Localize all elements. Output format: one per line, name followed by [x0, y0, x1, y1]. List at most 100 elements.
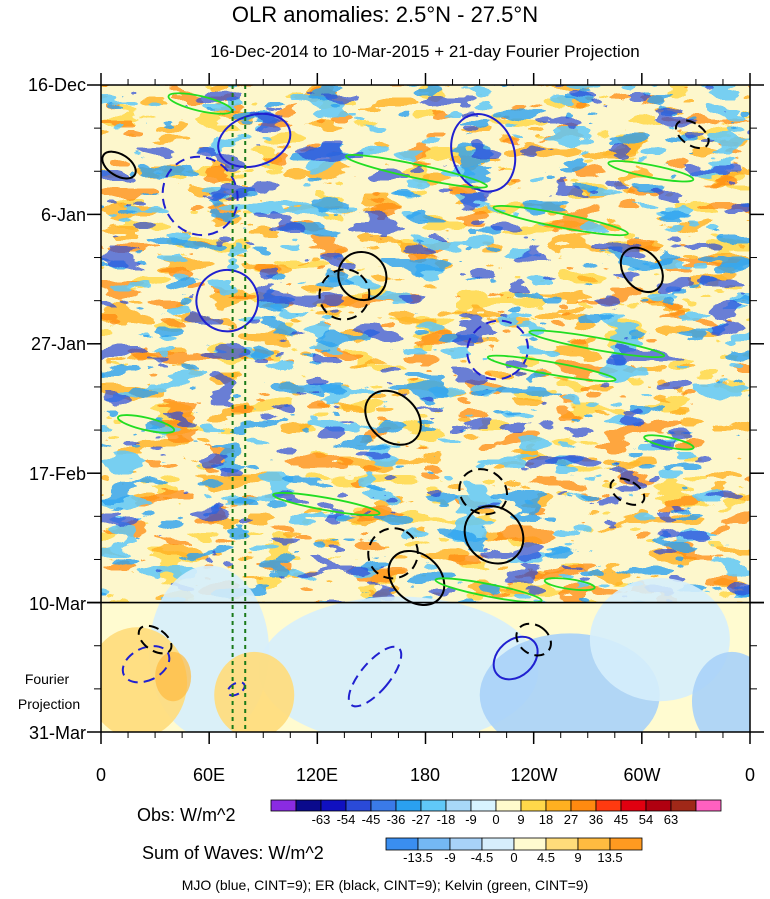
- colorbar-tick-label: 9: [574, 850, 581, 865]
- colorbar-swatch: [345, 799, 372, 812]
- x-tick-label: 120E: [296, 765, 338, 785]
- chart-title: OLR anomalies: 2.5°N - 27.5°N: [232, 2, 538, 27]
- y-tick-label: 6-Jan: [41, 205, 86, 225]
- colorbar-swatch: [645, 799, 672, 812]
- kelvin-contour: [272, 491, 381, 517]
- mjo-contour: [217, 112, 292, 169]
- colorbar-swatch: [620, 799, 647, 812]
- kelvin-contour: [528, 329, 666, 359]
- colorbar-swatch: [495, 799, 522, 812]
- obs-colorbar: -63 -54 -45 -36 -27 -18 -9 0 9 18 27 36 45 54 63: [270, 799, 722, 827]
- colorbar-tick-label: 36: [589, 812, 603, 827]
- colorbar-swatch: [513, 837, 547, 851]
- kelvin-contour: [643, 434, 695, 451]
- colorbar-swatch: [445, 799, 472, 812]
- colorbar-swatch: [595, 799, 622, 812]
- colorbar-tick-label: 63: [664, 812, 678, 827]
- y-tick-label: 31-Mar: [29, 723, 86, 743]
- x-tick-label: 0: [96, 765, 106, 785]
- colorbar-swatch: [695, 799, 722, 812]
- mjo-contour: [121, 645, 171, 684]
- mjo-contour: [226, 681, 246, 697]
- er-contour: [463, 505, 525, 565]
- colorbar-swatch: [417, 837, 451, 851]
- er-contour: [387, 549, 446, 606]
- er-contour: [101, 150, 137, 180]
- er-contour: [609, 477, 646, 506]
- colorbar-swatch: [670, 799, 697, 812]
- kelvin-contour: [345, 153, 488, 189]
- colorbar-tick-label: -18: [437, 812, 456, 827]
- er-contour: [318, 268, 371, 321]
- colorbar-swatch: [481, 837, 515, 851]
- obs-colorbar-label: Obs: W/m^2: [137, 805, 235, 825]
- colorbar-tick-label: -9: [444, 850, 456, 865]
- plot-area: [101, 85, 750, 732]
- colorbar-tick-label: -45: [362, 812, 381, 827]
- projection-label: Fourier: [25, 671, 70, 687]
- colorbar-tick-label: -9: [465, 812, 477, 827]
- x-tick-label: 60W: [623, 765, 660, 785]
- colorbar-tick-label: 45: [614, 812, 628, 827]
- kelvin-contour: [486, 354, 617, 383]
- colorbar-tick-label: -36: [387, 812, 406, 827]
- colorbar-tick-label: -63: [312, 812, 331, 827]
- kelvin-contour: [434, 577, 543, 604]
- y-tick-label: 16-Dec: [28, 75, 86, 95]
- colorbar-swatch: [570, 799, 597, 812]
- colorbar-swatch: [545, 799, 572, 812]
- mjo-contour: [492, 635, 539, 681]
- contour-lines: [101, 92, 710, 708]
- mjo-contour: [466, 319, 529, 381]
- kelvin-contour: [607, 160, 695, 183]
- colorbar-swatch: [395, 799, 422, 812]
- x-tick-label: 180: [410, 765, 440, 785]
- colorbar-tick-label: 18: [539, 812, 553, 827]
- colorbar-swatch: [470, 799, 497, 812]
- kelvin-contour: [492, 204, 629, 237]
- er-contour: [137, 624, 173, 655]
- wave-colorbar: -13.5 -9 -4.5 0 4.5 9 13.5: [385, 837, 643, 865]
- colorbar-swatch: [295, 799, 322, 812]
- colorbar-swatch: [609, 837, 643, 851]
- y-tick-label: 17-Feb: [29, 464, 86, 484]
- mjo-contour: [161, 155, 239, 237]
- mjo-contour: [195, 268, 259, 333]
- y-tick-label: 27-Jan: [31, 334, 86, 354]
- colorbar-tick-label: -54: [337, 812, 356, 827]
- x-tick-label: 120W: [510, 765, 557, 785]
- colorbar-swatch: [545, 837, 579, 851]
- colorbar-swatch: [385, 837, 419, 851]
- x-tick-label: 60E: [193, 765, 225, 785]
- colorbar-tick-label: 54: [639, 812, 653, 827]
- y-tick-label: 10-Mar: [29, 594, 86, 614]
- anomaly-field: [101, 85, 750, 732]
- kelvin-contour: [543, 577, 596, 592]
- chart-subtitle: 16-Dec-2014 to 10-Mar-2015 + 21-day Four…: [210, 42, 639, 61]
- legend-text: MJO (blue, CINT=9); ER (black, CINT=9); …: [182, 877, 589, 893]
- colorbar-tick-label: -27: [412, 812, 431, 827]
- colorbar-swatch: [420, 799, 447, 812]
- er-contour: [515, 622, 552, 657]
- colorbar-tick-label: 13.5: [597, 850, 622, 865]
- er-contour: [364, 389, 422, 446]
- axis-ticks: [87, 73, 764, 744]
- mjo-contour: [450, 113, 517, 193]
- colorbar-swatch: [320, 799, 347, 812]
- mjo-contour: [347, 645, 403, 708]
- colorbar-swatch: [370, 799, 397, 812]
- colorbar-swatch: [520, 799, 547, 812]
- wave-colorbar-label: Sum of Waves: W/m^2: [142, 843, 324, 863]
- colorbar-tick-label: 4.5: [537, 850, 555, 865]
- colorbar-tick-label: 0: [492, 812, 499, 827]
- projection-label: Projection: [18, 696, 80, 712]
- colorbar-swatch: [449, 837, 483, 851]
- colorbar-tick-label: 9: [517, 812, 524, 827]
- er-contour: [337, 250, 388, 302]
- x-tick-label: 0: [745, 765, 755, 785]
- colorbar-swatch: [270, 799, 297, 812]
- reference-lines: [231, 85, 247, 732]
- er-contour: [458, 468, 509, 516]
- colorbar-tick-label: 0: [510, 850, 517, 865]
